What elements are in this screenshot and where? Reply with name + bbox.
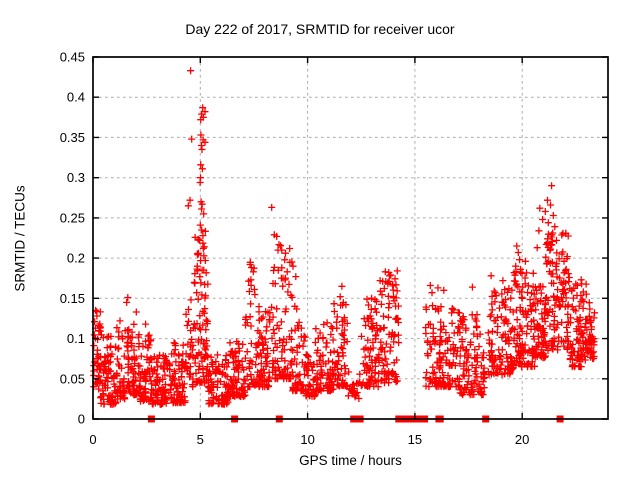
y-tick-label: 0.35 [60,130,85,145]
y-tick-label: 0 [78,412,85,427]
y-tick-label: 0.1 [67,331,85,346]
y-tick-label: 0.2 [67,251,85,266]
y-tick-label: 0.45 [60,50,85,65]
x-tick-label: 15 [408,432,422,447]
grid-lines [93,57,608,419]
x-tick-label: 0 [89,432,96,447]
scatter-points [90,67,598,408]
chart-title: Day 222 of 2017, SRMTID for receiver uco… [185,21,455,37]
x-tick-label: 20 [515,432,529,447]
y-tick-label: 0.3 [67,170,85,185]
plot-border [92,56,609,420]
y-tick-label: 0.05 [60,371,85,386]
x-axis-label: GPS time / hours [299,453,402,468]
y-tick-label: 0.4 [67,90,85,105]
x-tick-label: 10 [300,432,314,447]
y-tick-label: 0.25 [60,210,85,225]
y-tick-label: 0.15 [60,291,85,306]
x-tick-label: 5 [197,432,204,447]
